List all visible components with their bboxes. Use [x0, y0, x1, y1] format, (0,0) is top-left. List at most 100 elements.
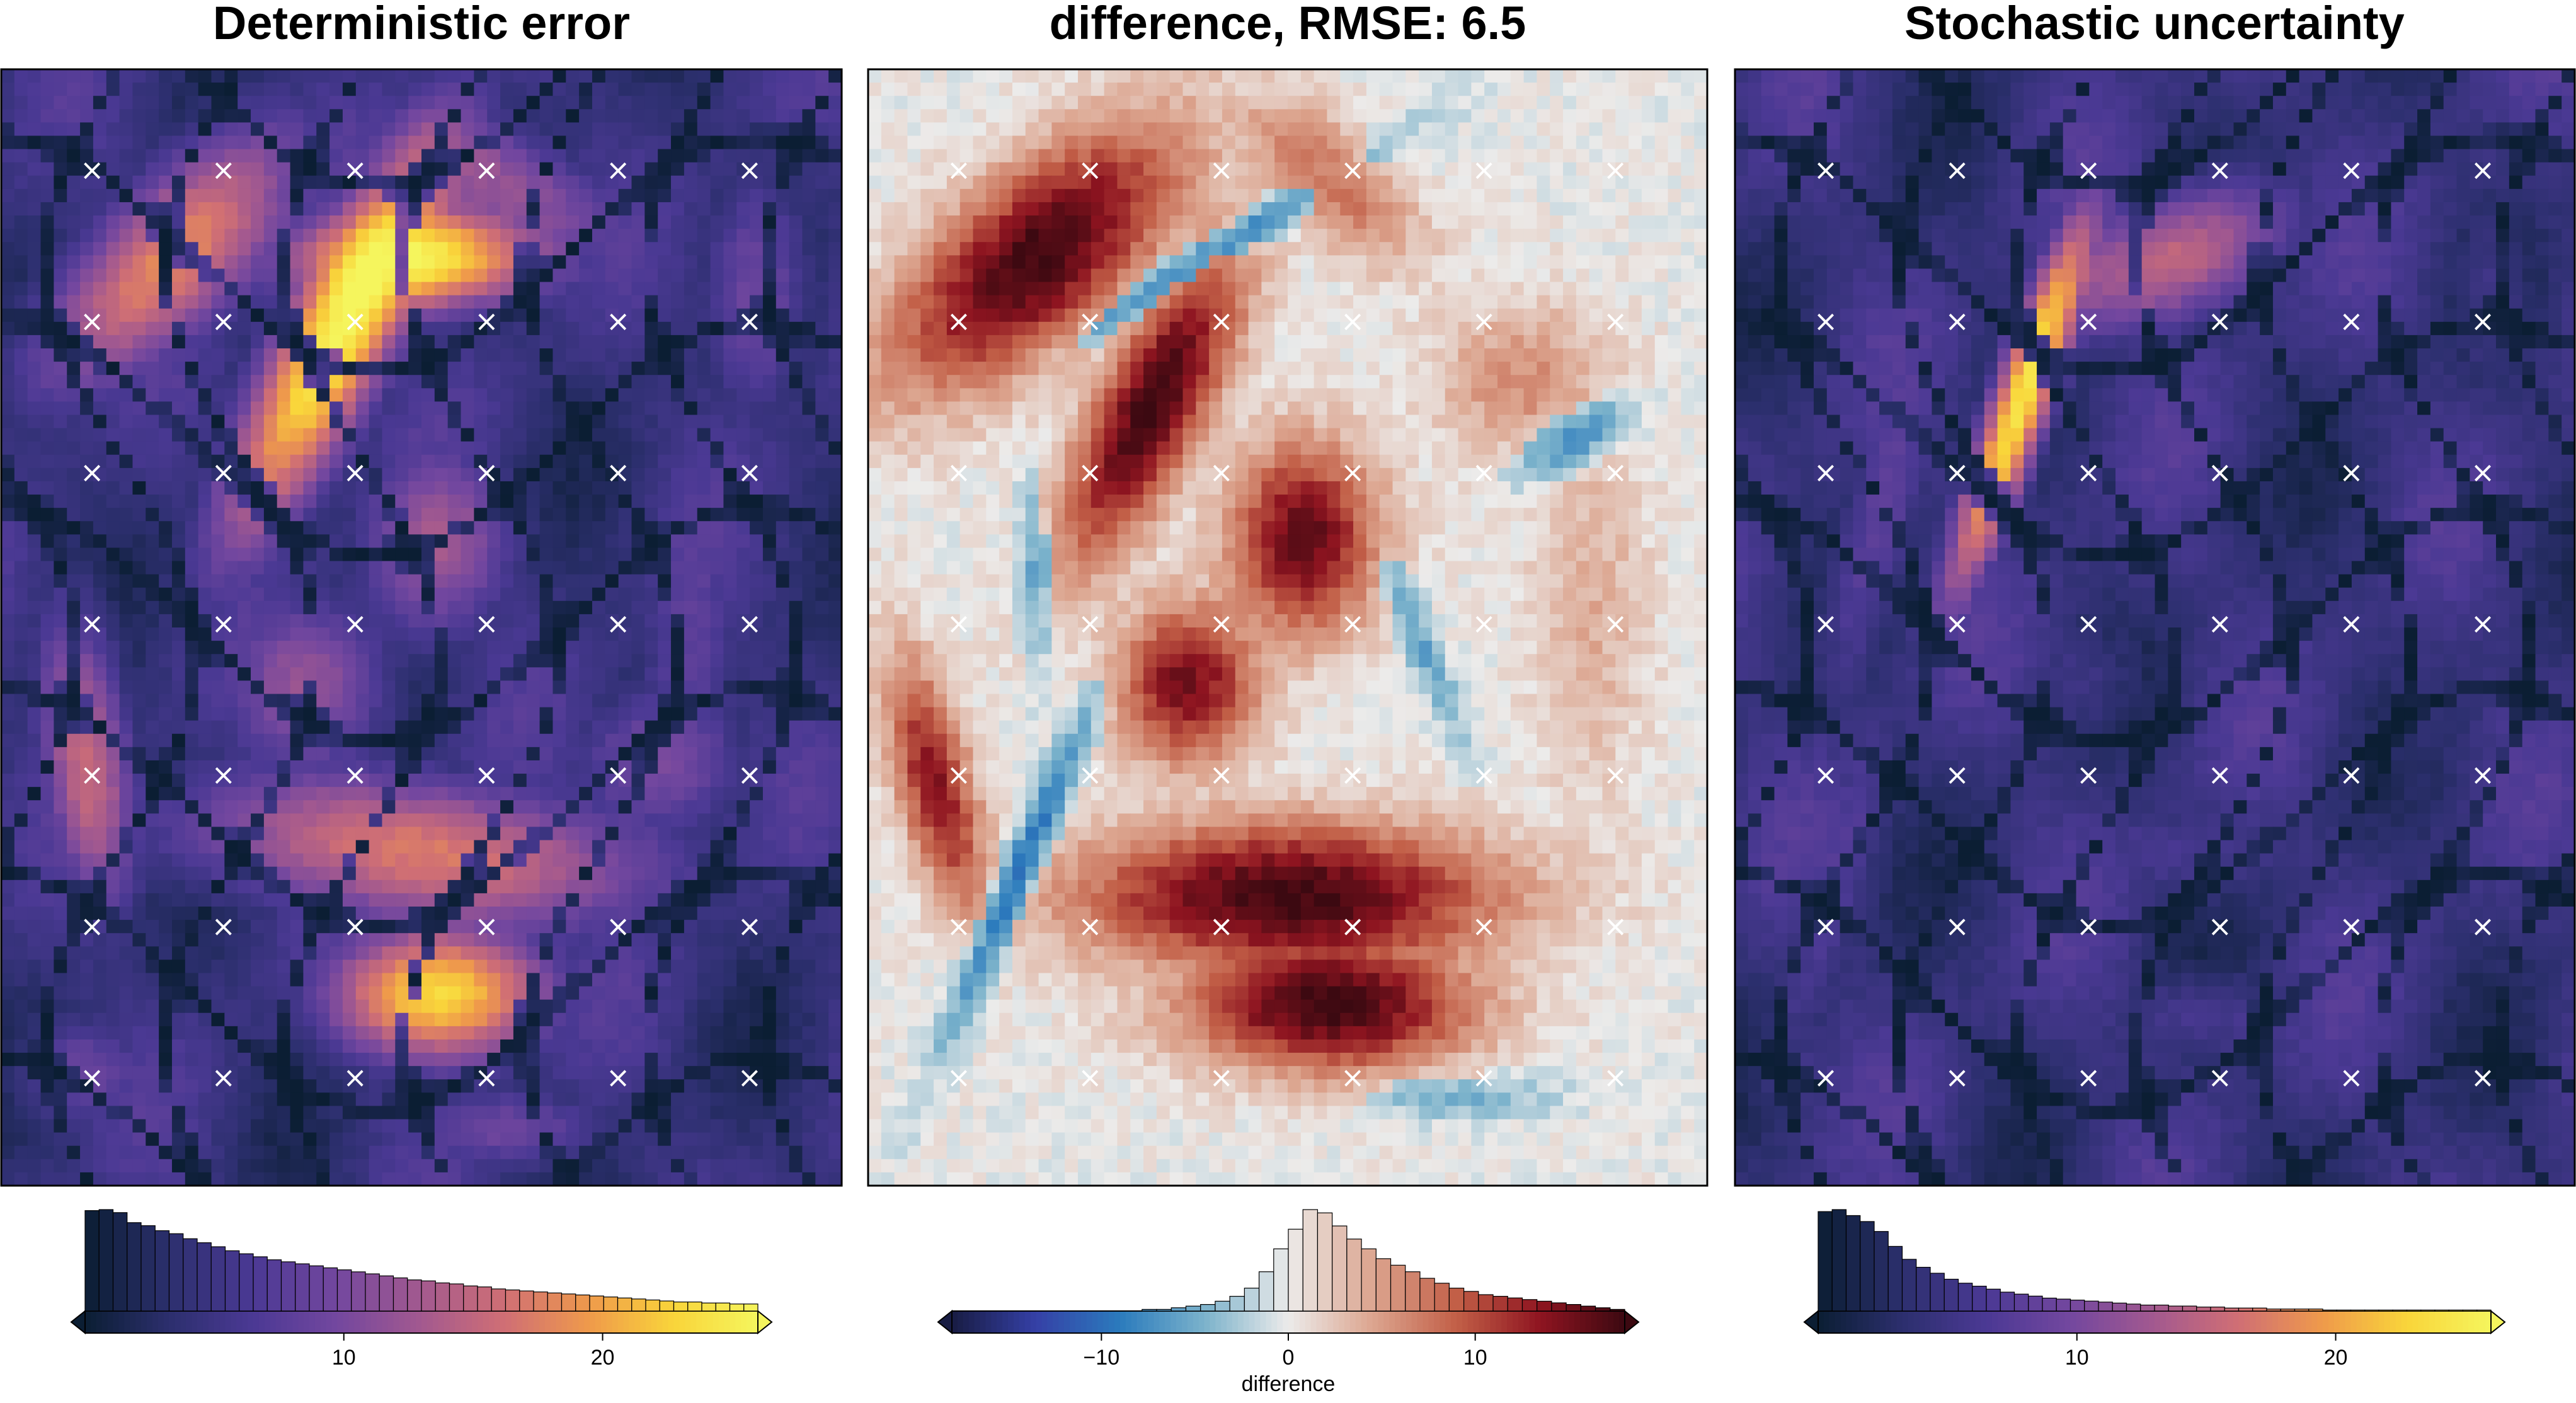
heatmap-cell — [828, 787, 842, 801]
heatmap-cell — [316, 1092, 330, 1107]
heatmap-cell — [658, 122, 672, 137]
heatmap-cell — [750, 375, 764, 389]
heatmap-cell — [303, 321, 317, 336]
heatmap-cell — [776, 800, 790, 814]
heatmap-cell — [238, 1039, 251, 1053]
heatmap-cell — [342, 986, 357, 1000]
heatmap-cell — [198, 521, 212, 535]
heatmap-cell — [277, 667, 291, 681]
heatmap-cell — [198, 282, 212, 296]
heatmap-cell — [277, 813, 291, 828]
heatmap-cell — [408, 667, 422, 681]
heatmap-cell — [474, 255, 488, 270]
heatmap-cell — [592, 999, 606, 1014]
heatmap-cell — [723, 614, 737, 628]
heatmap-cell — [54, 415, 67, 429]
heatmap-cell — [198, 83, 212, 96]
heatmap-cell — [369, 946, 383, 960]
heatmap-cell — [684, 787, 698, 801]
heatmap-cell — [171, 362, 186, 375]
heatmap-cell — [579, 534, 593, 549]
heatmap-cell — [211, 959, 225, 974]
heatmap-cell — [736, 547, 750, 562]
heatmap-cell — [487, 308, 501, 323]
heatmap-cell — [408, 1053, 422, 1067]
heatmap-cell — [185, 933, 199, 947]
heatmap-cell — [14, 973, 28, 987]
heatmap-cell — [750, 760, 764, 774]
heatmap-cell — [658, 508, 672, 522]
heatmap-cell — [303, 109, 317, 123]
heatmap-cell — [1, 614, 15, 628]
heatmap-cell — [369, 135, 383, 150]
heatmap-cell — [461, 959, 474, 974]
heatmap-cell — [342, 946, 357, 960]
heatmap-cell — [723, 694, 737, 708]
heatmap-cell — [316, 202, 330, 216]
heatmap-cell — [421, 853, 435, 868]
heatmap-cell — [198, 348, 212, 362]
heatmap-cell — [119, 641, 134, 655]
heatmap-cell — [251, 1053, 265, 1067]
heatmap-cell — [198, 654, 212, 668]
heatmap-cell — [736, 295, 750, 309]
heatmap-cell — [671, 747, 685, 761]
heatmap-cell — [526, 986, 541, 1000]
heatmap-cell — [592, 188, 606, 203]
heatmap-cell — [27, 813, 42, 828]
heatmap-cell — [802, 388, 816, 402]
heatmap-cell — [14, 694, 28, 708]
heatmap-cell — [132, 667, 146, 681]
heatmap-cell — [750, 561, 764, 575]
heatmap-cell — [644, 1066, 658, 1080]
heatmap-cell — [251, 454, 265, 469]
heatmap-cell — [263, 667, 278, 681]
heatmap-cell — [119, 879, 134, 894]
heatmap-cell — [789, 999, 803, 1014]
heatmap-cell — [750, 574, 764, 588]
heatmap-cell — [736, 747, 750, 761]
heatmap-cell — [815, 561, 829, 575]
heatmap-cell — [27, 654, 42, 668]
heatmap-cell — [513, 973, 527, 987]
heatmap-cell — [474, 335, 488, 349]
heatmap-cell — [815, 774, 829, 787]
heatmap-cell — [355, 866, 370, 881]
heatmap-cell — [434, 1066, 449, 1080]
heatmap-cell — [513, 508, 527, 522]
heatmap-cell — [1, 1039, 15, 1053]
heatmap-cell — [185, 175, 199, 190]
heatmap-cell — [710, 614, 724, 628]
heatmap-cell — [566, 308, 580, 323]
heatmap-cell — [277, 96, 291, 110]
heatmap-cell — [487, 495, 501, 508]
heatmap-cell — [40, 1092, 54, 1107]
heatmap-cell — [27, 574, 42, 588]
heatmap-cell — [382, 907, 396, 920]
heatmap-cell — [303, 641, 317, 655]
heatmap-cell — [592, 295, 606, 309]
heatmap-cell — [552, 441, 566, 455]
heatmap-cell — [1, 587, 15, 602]
heatmap-cell — [618, 229, 633, 243]
heatmap-cell — [500, 388, 514, 402]
heatmap-cell — [290, 853, 304, 868]
heatmap-cell — [526, 733, 541, 748]
heatmap-cell — [93, 853, 107, 868]
heatmap-cell — [342, 853, 357, 868]
heatmap-cell — [461, 467, 474, 482]
heatmap-cell — [93, 760, 107, 774]
heatmap-cell — [697, 495, 711, 508]
heatmap-cell — [355, 96, 370, 110]
heatmap-cell — [487, 454, 501, 469]
heatmap-cell — [395, 907, 409, 920]
heatmap-cell — [67, 481, 81, 495]
heatmap-cell — [355, 175, 370, 190]
heatmap-cell — [710, 321, 724, 336]
heatmap-cell — [198, 321, 212, 336]
heatmap-cell — [566, 215, 580, 229]
heatmap-cell — [566, 600, 580, 615]
heatmap-cell — [447, 308, 462, 323]
heatmap-cell — [329, 680, 343, 695]
heatmap-cell — [789, 866, 803, 881]
